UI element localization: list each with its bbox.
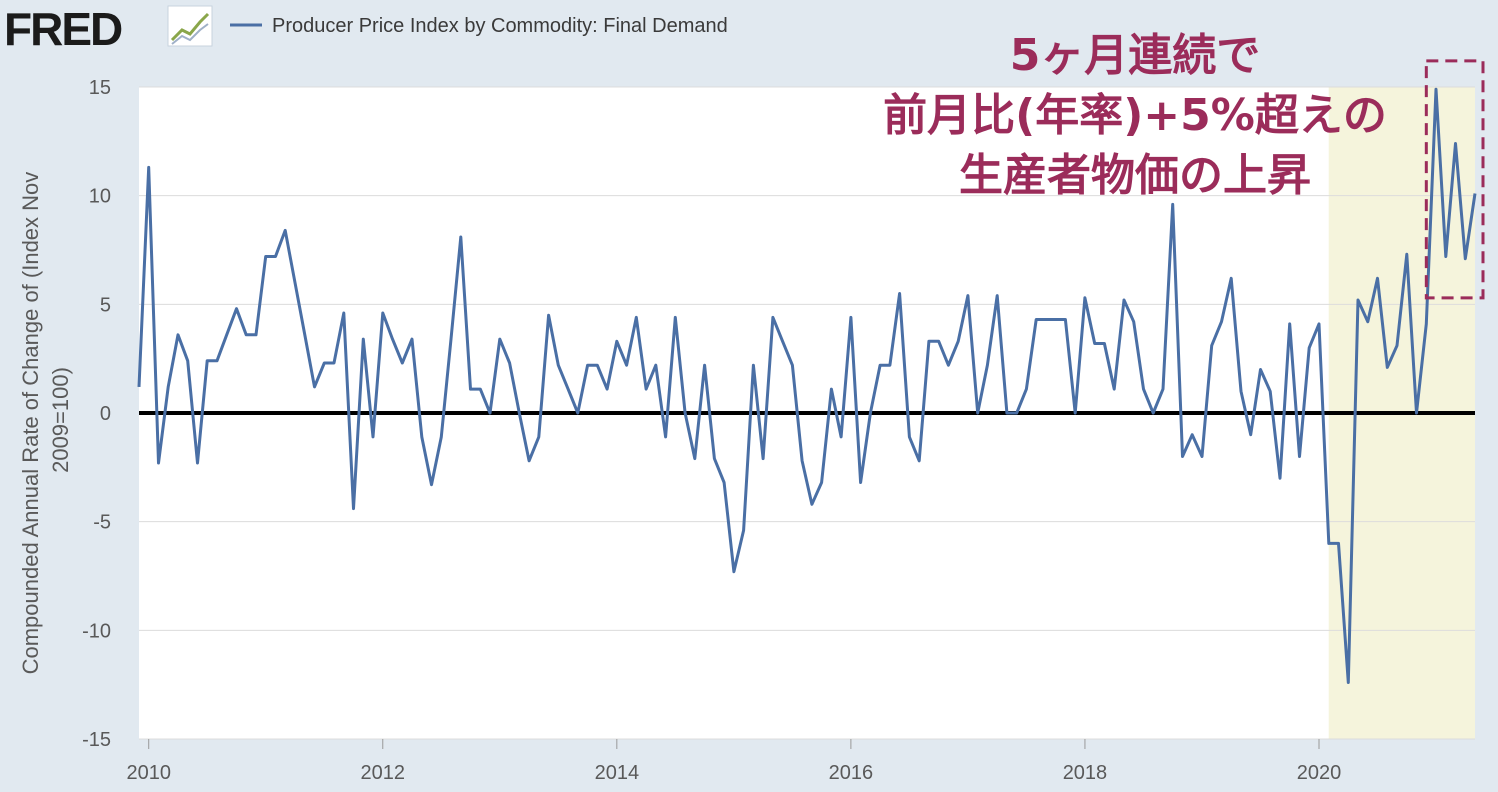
x-tick-label: 2012 (361, 762, 406, 784)
annotation: 5ヶ月連続で 前月比(年率)+5%超えの 生産者物価の上昇 (883, 30, 1387, 201)
x-tick-label: 2016 (829, 762, 874, 784)
x-tick-label: 2014 (595, 762, 640, 784)
x-tick-label: 2018 (1063, 762, 1108, 784)
y-tick-label: -10 (82, 620, 111, 642)
y-tick-labels: -15 -10 -5 0 5 10 15 (82, 77, 111, 751)
y-tick-label: -15 (82, 729, 111, 751)
y-tick-label: 10 (89, 186, 111, 208)
y-axis-title: Compounded Annual Rate of Change of (Ind… (18, 166, 73, 675)
y-tick-label: 15 (89, 77, 111, 99)
legend-label: Producer Price Index by Commodity: Final… (272, 15, 728, 37)
y-tick-label: 5 (100, 294, 111, 316)
fred-logo-text: FRED (4, 3, 122, 55)
highlight-box (1424, 59, 1485, 300)
y-axis-title-line2: 2009=100) (48, 367, 73, 473)
legend: Producer Price Index by Commodity: Final… (230, 15, 728, 37)
annotation-line-3: 生産者物価の上昇 (959, 150, 1311, 201)
annotation-line-1: 5ヶ月連続で (1010, 30, 1261, 81)
fred-chart-icon (167, 5, 213, 47)
x-tick-label: 2010 (126, 762, 171, 784)
x-tick-labels: 2010 2012 2014 2016 2018 2020 (126, 739, 1341, 784)
y-tick-label: -5 (93, 512, 111, 534)
x-tick-label: 2020 (1297, 762, 1342, 784)
annotation-line-2: 前月比(年率)+5%超えの (883, 90, 1387, 141)
y-axis-title-line1: Compounded Annual Rate of Change of (Ind… (18, 172, 43, 675)
fred-logo[interactable]: FRED (4, 3, 213, 55)
y-tick-label: 0 (100, 403, 111, 425)
series-line (137, 87, 1477, 684)
